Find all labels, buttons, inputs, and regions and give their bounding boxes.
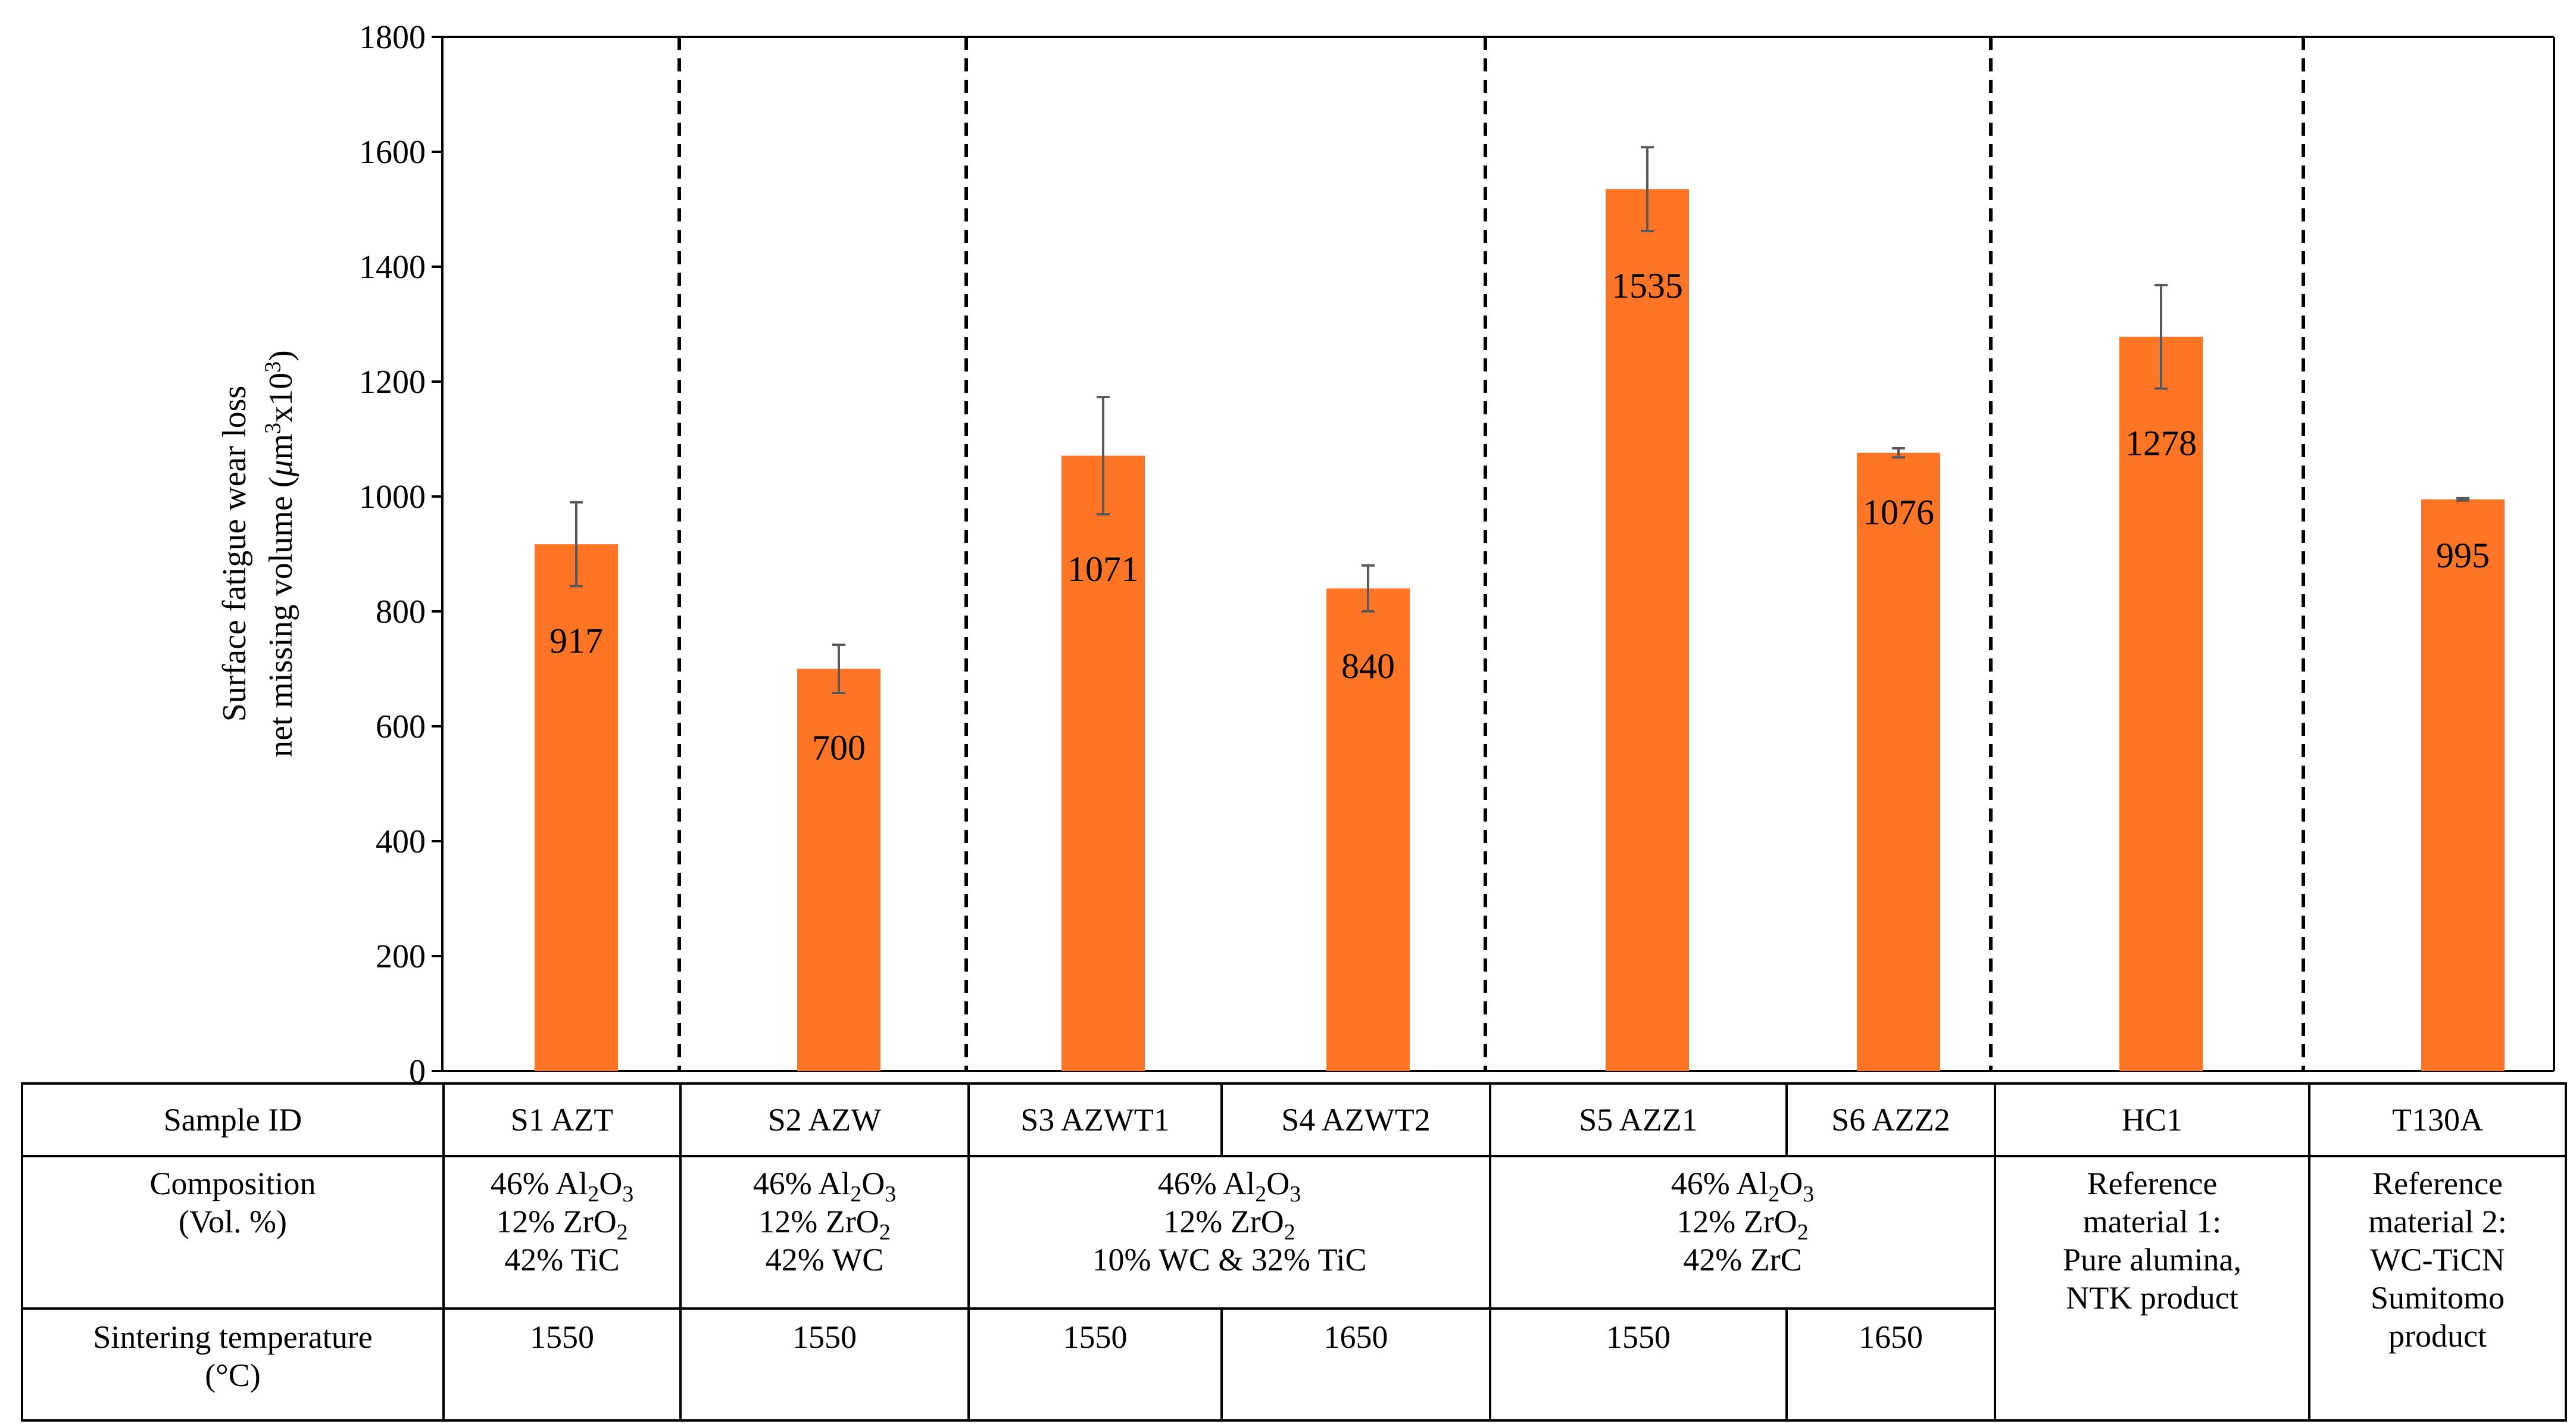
bar-s6-azz2 [1857, 452, 1940, 1072]
bar-s2-azw [797, 669, 880, 1071]
group-separators [677, 37, 2305, 1071]
bar-s1-azt [535, 544, 618, 1071]
data-label: 1071 [1067, 549, 1139, 589]
sample-id-cell: S6 AZZ2 [1785, 1082, 1996, 1157]
header-sintering: Sintering temperature (°C) [21, 1307, 445, 1422]
composition-s2: 46% Al2O3 12% ZrO2 42% WC [679, 1155, 970, 1310]
error-bars [570, 146, 2469, 695]
data-label: 995 [2436, 536, 2490, 575]
y-tick-label: 800 [376, 594, 426, 630]
sintering-cell: 1550 [967, 1307, 1223, 1422]
y-tick-label: 1600 [359, 134, 426, 171]
y-tick-label: 1000 [359, 479, 426, 516]
data-label: 840 [1341, 647, 1395, 686]
row-sintering: Sintering temperature (°C) 1550 1550 155… [21, 1307, 2566, 1422]
row-composition: Composition (Vol. %) 46% Al2O3 12% ZrO2 … [21, 1155, 2567, 1422]
bar-t130a [2421, 499, 2505, 1071]
data-label: 1076 [1863, 492, 1934, 532]
data-label: 1535 [1612, 266, 1683, 305]
sintering-cell: 1550 [442, 1307, 682, 1422]
sample-id-cell: T130A [2308, 1082, 2567, 1157]
sample-id-cell: S5 AZZ1 [1489, 1082, 1788, 1157]
composition-s5-s6: 46% Al2O3 12% ZrO2 42% ZrC [1489, 1155, 1996, 1310]
y-axis-title-line1: Surface fatigue wear loss [216, 385, 253, 722]
y-tick-label: 400 [376, 823, 426, 860]
data-label: 917 [549, 622, 603, 661]
y-tick-label: 1400 [359, 249, 426, 286]
sintering-cell: 1650 [1785, 1307, 1996, 1422]
y-tick-label: 0 [409, 1053, 426, 1082]
y-tick-label: 1200 [359, 364, 426, 401]
bar-s5-azz1 [1606, 189, 1689, 1072]
bar-s3-azwt1 [1061, 455, 1145, 1071]
composition-s3-s4: 46% Al2O3 12% ZrO2 10% WC & 32% TiC [967, 1155, 1491, 1310]
sample-id-cell: HC1 [1994, 1082, 2310, 1157]
y-tick-label: 200 [376, 938, 426, 975]
row-sample-id: Sample ID S1 AZT S2 AZW S3 AZWT1 S4 AZWT… [21, 1082, 2567, 1157]
bar-hc1 [2119, 336, 2203, 1071]
sintering-cell: 1550 [1489, 1307, 1788, 1422]
sintering-cell: 1650 [1220, 1307, 1491, 1422]
sample-table: Sample ID S1 AZT S2 AZW S3 AZWT1 S4 AZWT… [21, 1082, 2567, 1422]
data-label: 1278 [2125, 424, 2197, 463]
y-axis-title-line2: net missing volume (μm3x103) [260, 350, 299, 757]
sample-id-cell: S2 AZW [679, 1082, 970, 1157]
bar-chart: 0 200 400 600 800 1000 1200 1400 1600 1800 917 700… [359, 19, 2555, 1082]
y-axis: 0 200 400 600 800 1000 1200 1400 1600 1800 [359, 19, 2555, 1082]
header-sample-id: Sample ID [21, 1082, 445, 1157]
bar-s4-azwt2 [1326, 588, 1410, 1071]
data-label: 700 [812, 728, 866, 767]
sample-id-cell: S3 AZWT1 [967, 1082, 1223, 1157]
data-labels: 917 700 1071 840 1535 1076 1278 995 [549, 266, 2490, 767]
sample-id-cell: S4 AZWT2 [1220, 1082, 1491, 1157]
composition-t130a: Reference material 2: WC-TiCN Sumitomo p… [2308, 1155, 2567, 1422]
y-axis-title: Surface fatigue wear loss net missing vo… [211, 137, 313, 970]
y-tick-label: 600 [376, 708, 426, 745]
header-composition: Composition (Vol. %) [21, 1155, 445, 1310]
sintering-cell: 1550 [679, 1307, 970, 1422]
composition-s1: 46% Al2O3 12% ZrO2 42% TiC [442, 1155, 682, 1310]
sample-id-cell: S1 AZT [442, 1082, 682, 1157]
composition-hc1: Reference material 1: Pure alumina, NTK … [1994, 1155, 2310, 1422]
y-tick-label: 1800 [359, 19, 426, 56]
bars [535, 189, 2505, 1072]
